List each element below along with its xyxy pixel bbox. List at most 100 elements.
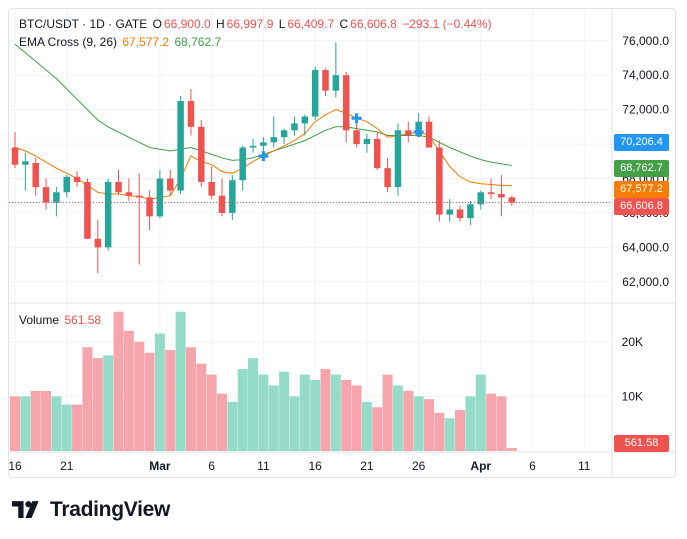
volume-bar xyxy=(10,396,20,451)
volume-bar xyxy=(165,349,176,451)
price-axis-label: 76,000.0 xyxy=(622,34,669,48)
candle-body xyxy=(384,168,391,188)
candle-body xyxy=(270,137,277,143)
candle-body xyxy=(342,75,350,131)
volume-bar xyxy=(486,393,497,451)
tradingview-logo-icon xyxy=(12,501,39,518)
candle-body xyxy=(53,192,60,203)
legend-ema-name[interactable]: EMA Cross (9, 26) xyxy=(19,35,118,49)
volume-bar xyxy=(144,352,155,451)
candle-body xyxy=(239,147,246,181)
ema-cross-marker xyxy=(351,113,362,124)
time-axis-label: 11 xyxy=(578,459,591,473)
last-price-tag: 66,606.8 xyxy=(614,198,669,215)
ema-fast-price-tag: 67,577.2 xyxy=(614,181,669,198)
candle-body xyxy=(167,178,174,191)
price-axis-label: 62,000.0 xyxy=(622,275,669,289)
chart-canvas[interactable]: 62,000.064,000.066,000.068,000.070,000.0… xyxy=(9,9,676,478)
volume-bar xyxy=(175,311,186,451)
volume-bar xyxy=(506,447,517,451)
tradingview-wordmark: TradingView xyxy=(50,498,171,521)
candle-body xyxy=(249,145,257,148)
time-axis-label: 21 xyxy=(60,459,74,473)
legend-volume-value: 561.58 xyxy=(64,313,102,327)
candle-body xyxy=(146,197,153,217)
candle-body xyxy=(11,147,19,165)
price-axis-label: 72,000.0 xyxy=(622,103,669,117)
ema-cross-marker xyxy=(258,151,269,162)
candle-body xyxy=(63,176,70,193)
volume-bar xyxy=(268,385,279,451)
volume-axis-label: 10K xyxy=(622,389,643,403)
volume-bar xyxy=(279,371,290,451)
legend-high: 66,997.9 xyxy=(226,17,274,31)
time-axis-label: Apr xyxy=(470,459,491,473)
candle-body xyxy=(218,195,226,213)
candle-body xyxy=(394,130,402,188)
time-axis-label: 21 xyxy=(360,459,374,473)
volume-bar xyxy=(217,393,227,451)
candle-body xyxy=(332,75,340,91)
ema-cross-marker xyxy=(413,127,424,138)
legend-low-label: L xyxy=(278,17,286,31)
candle-body xyxy=(22,161,29,165)
candle-body xyxy=(260,142,267,146)
legend-low: 66,409.7 xyxy=(287,17,335,31)
volume-bar xyxy=(475,374,486,451)
volume-bar xyxy=(41,390,52,451)
volume-bar xyxy=(237,369,248,451)
candle-body xyxy=(301,116,309,124)
volume-bar xyxy=(299,374,310,451)
legend-symbol[interactable]: BTC/USDT · 1D · GATE xyxy=(19,17,148,31)
volume-bar xyxy=(496,396,507,451)
volume-bar xyxy=(424,399,434,451)
candle-body xyxy=(311,70,319,117)
volume-bar xyxy=(154,333,165,451)
legend-change: −293.1 (−0.44%) xyxy=(402,17,492,31)
candle-body xyxy=(425,121,433,148)
volume-bar xyxy=(227,401,238,451)
candle-body xyxy=(467,204,474,219)
candle-body xyxy=(125,192,133,196)
legend-volume-label[interactable]: Volume xyxy=(19,313,60,327)
legend-close: 66,606.8 xyxy=(350,17,397,31)
candle-body xyxy=(198,126,205,182)
volume-bar xyxy=(123,330,134,451)
time-axis-label: 16 xyxy=(9,459,22,473)
volume-bar xyxy=(320,369,331,451)
time-axis-label: 11 xyxy=(257,459,270,473)
time-axis-label: 26 xyxy=(412,459,426,473)
candle-body xyxy=(73,176,81,182)
candle-body xyxy=(94,238,102,248)
volume-bar xyxy=(72,404,83,451)
candle-body xyxy=(363,138,371,145)
volume-tag: 561.58 xyxy=(614,435,669,452)
candle-body xyxy=(115,181,122,193)
tradingview-brand[interactable]: TradingView xyxy=(12,498,170,522)
legend-high-label: H xyxy=(215,17,225,31)
candle-body xyxy=(405,130,412,136)
volume-bar xyxy=(392,385,403,451)
candle-body xyxy=(104,181,112,248)
candle-body xyxy=(177,101,184,191)
volume-bar xyxy=(455,410,466,451)
candle-body xyxy=(508,197,516,203)
volume-bar xyxy=(51,396,62,451)
volume-bar xyxy=(92,358,103,451)
volume-bar xyxy=(196,363,207,451)
candle-body xyxy=(446,209,453,215)
volume-bar xyxy=(82,347,93,451)
legend-ema-slow: 68,762.7 xyxy=(174,35,222,49)
candle-body xyxy=(374,138,381,169)
candle-body xyxy=(498,193,505,198)
chart-frame[interactable]: 62,000.064,000.066,000.068,000.070,000.0… xyxy=(8,8,676,478)
legend-close-label: C xyxy=(339,17,349,31)
volume-bar xyxy=(289,396,300,451)
candle-body xyxy=(487,192,495,194)
volume-bar xyxy=(20,396,31,451)
candle-body xyxy=(208,181,215,196)
volume-bar xyxy=(413,396,424,451)
volume-bar xyxy=(134,341,145,451)
candle-body xyxy=(84,181,91,239)
legend-ohlc: BTC/USDT · 1D · GATE O 66,900.0 H 66,997.9… xyxy=(19,17,494,31)
